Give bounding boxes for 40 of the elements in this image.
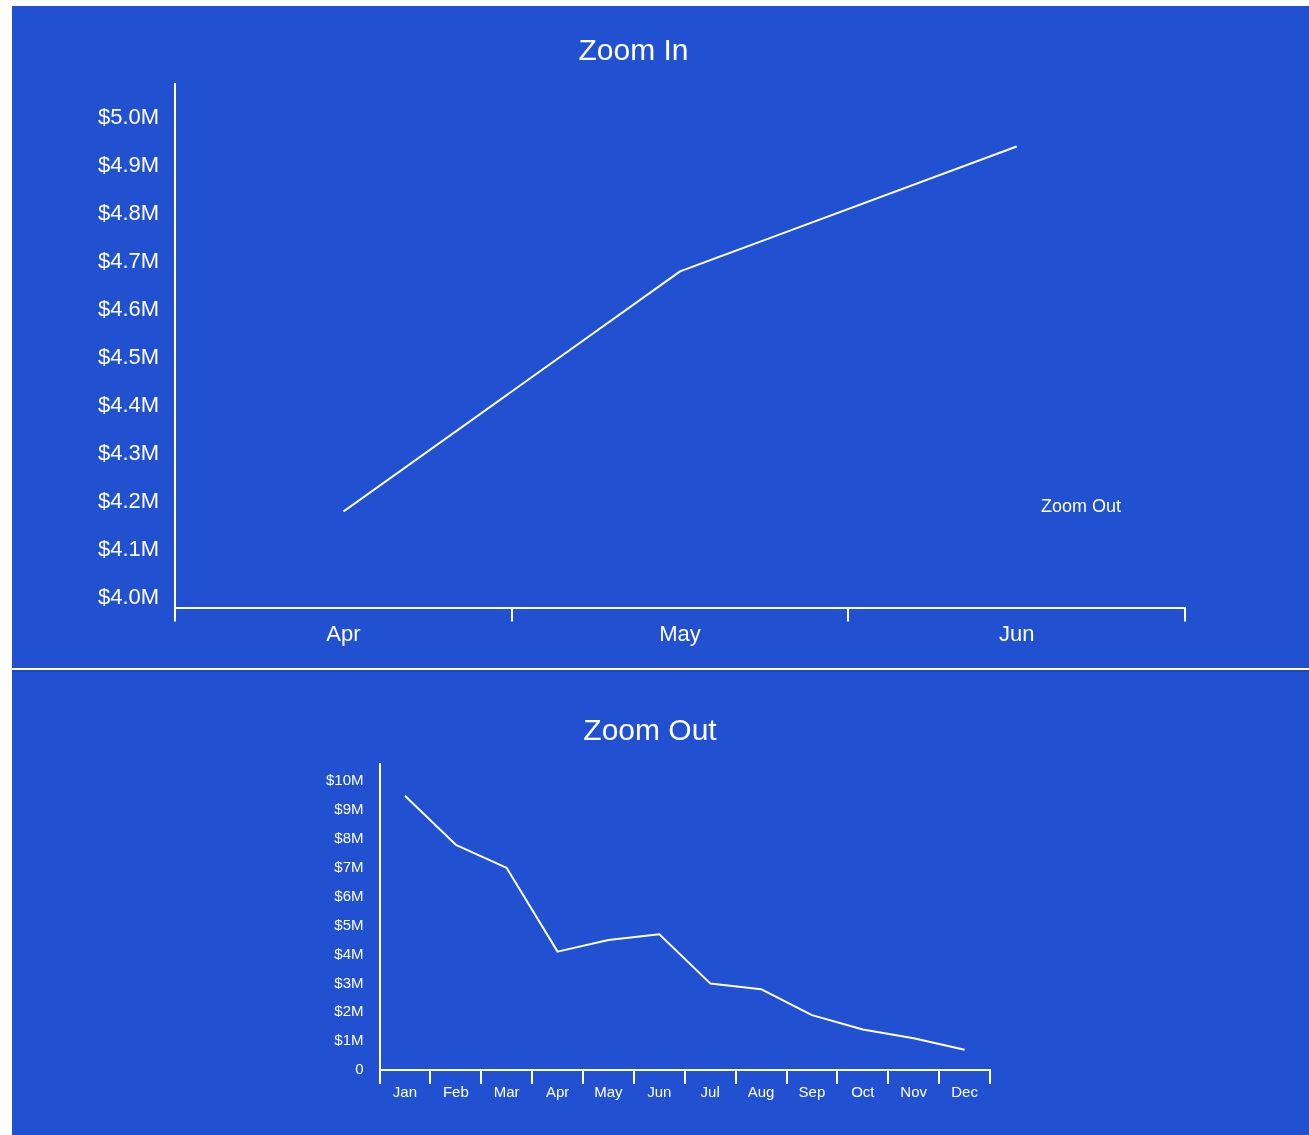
x-tick-label: Dec <box>951 1083 979 1101</box>
y-tick-label: $9M <box>334 800 364 818</box>
x-tick-label: Oct <box>851 1083 876 1101</box>
x-tick-label: May <box>659 620 701 646</box>
x-tick-label: Jan <box>392 1083 418 1101</box>
x-tick-label: Jun <box>998 620 1035 646</box>
chart-title: Zoom In <box>578 33 689 67</box>
y-tick-label: $4.3M <box>97 439 160 465</box>
chart-title: Zoom Out <box>583 713 718 747</box>
x-tick-label: Nov <box>900 1083 928 1101</box>
y-tick-label: $4.8M <box>97 199 160 225</box>
y-tick-label: $5.0M <box>97 103 160 129</box>
y-tick-label: $4.9M <box>97 151 160 177</box>
y-tick-label: $6M <box>334 886 364 904</box>
y-tick-label: 0 <box>355 1060 364 1078</box>
y-tick-label: $4.4M <box>97 391 160 417</box>
y-tick-label: $7M <box>334 858 364 876</box>
annotation: Zoom Out <box>1040 495 1122 516</box>
y-tick-label: $5M <box>334 915 364 933</box>
y-tick-label: $2M <box>334 1002 364 1020</box>
y-tick-label: $4.6M <box>97 295 160 321</box>
x-tick-label: Aug <box>747 1083 775 1101</box>
y-tick-label: $1M <box>334 1031 364 1049</box>
y-tick-label: $4.2M <box>97 487 160 513</box>
y-tick-label: $4.0M <box>97 584 160 610</box>
x-tick-label: Feb <box>442 1083 469 1101</box>
y-tick-label: $3M <box>334 973 364 991</box>
y-tick-label: $8M <box>334 829 364 847</box>
y-tick-label: $4.1M <box>97 536 160 562</box>
x-tick-label: Apr <box>545 1083 570 1101</box>
x-tick-label: Mar <box>493 1083 520 1101</box>
x-tick-label: Jul <box>700 1083 720 1101</box>
y-tick-label: $4.5M <box>97 343 160 369</box>
x-tick-label: Sep <box>798 1083 826 1101</box>
x-tick-label: May <box>594 1083 624 1101</box>
y-tick-label: $4M <box>334 944 364 962</box>
y-tick-label: $4.7M <box>97 247 160 273</box>
y-tick-label: $10M <box>325 771 364 789</box>
x-tick-label: Apr <box>326 620 361 646</box>
x-tick-label: Jun <box>647 1083 672 1101</box>
